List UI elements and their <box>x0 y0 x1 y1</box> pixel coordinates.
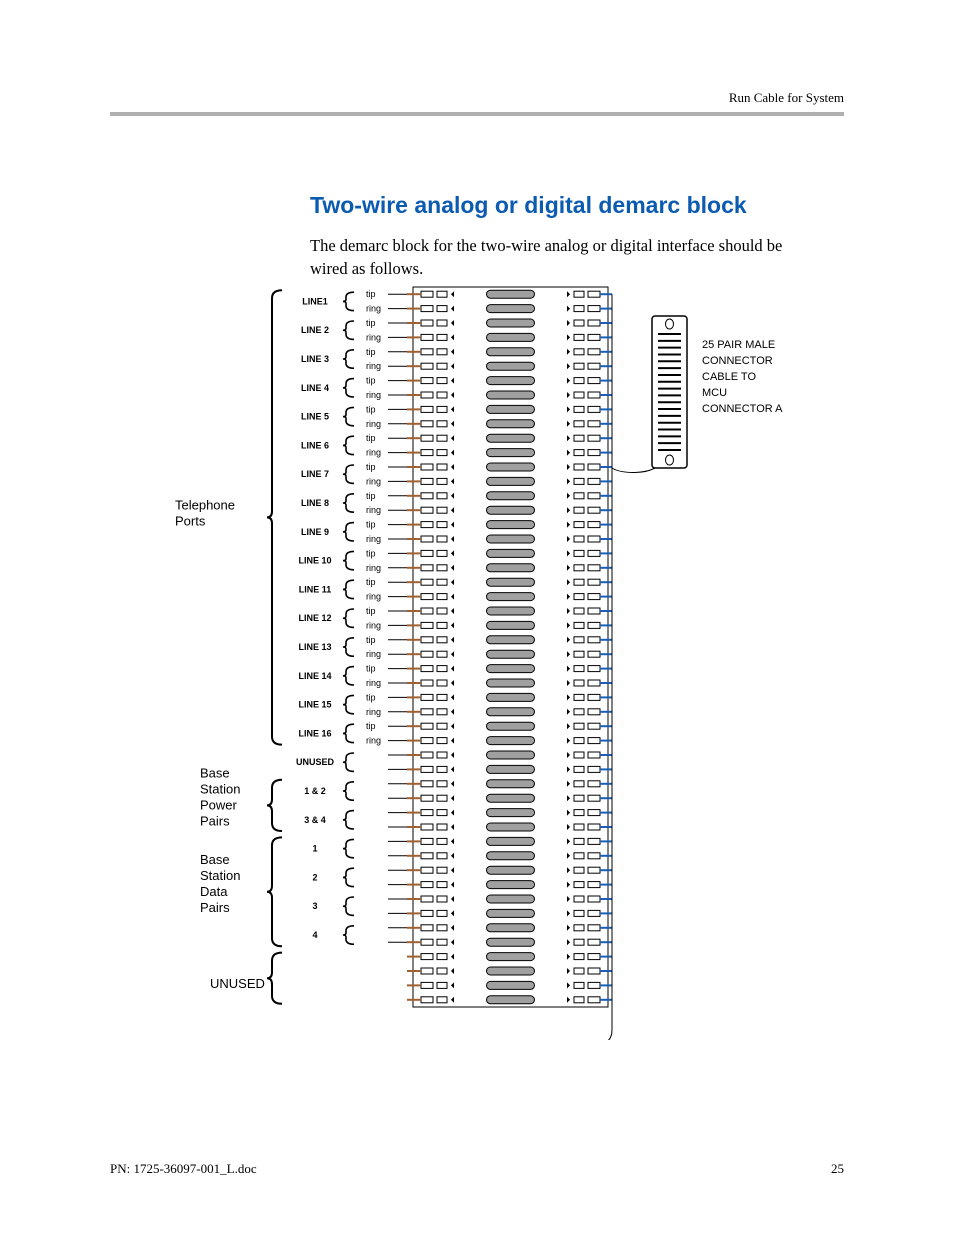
wiring-diagram: 25 PAIR MALE CONNECTOR CABLE TO MCU CONNECTO… <box>160 280 850 1040</box>
svg-text:ring: ring <box>366 620 381 630</box>
svg-text:ring: ring <box>366 332 381 342</box>
svg-text:tip: tip <box>366 577 376 587</box>
svg-text:tip: tip <box>366 347 376 357</box>
svg-text:1 & 2: 1 & 2 <box>304 786 326 796</box>
svg-text:ring: ring <box>366 390 381 400</box>
svg-text:Power: Power <box>200 797 238 812</box>
svg-text:2: 2 <box>312 872 317 882</box>
svg-text:Pairs: Pairs <box>200 813 230 828</box>
svg-text:LINE 15: LINE 15 <box>298 700 331 710</box>
svg-text:UNUSED: UNUSED <box>296 757 335 767</box>
page-header-right: Run Cable for System <box>729 90 844 106</box>
svg-text:tip: tip <box>366 635 376 645</box>
svg-text:ring: ring <box>366 563 381 573</box>
svg-text:LINE 7: LINE 7 <box>301 469 329 479</box>
page-footer-right: 25 <box>831 1161 844 1177</box>
svg-text:LINE 13: LINE 13 <box>298 642 331 652</box>
svg-text:Station: Station <box>200 868 240 883</box>
svg-text:Base: Base <box>200 765 230 780</box>
svg-text:CABLE TO: CABLE TO <box>702 371 756 383</box>
svg-text:3: 3 <box>312 901 317 911</box>
svg-text:tip: tip <box>366 433 376 443</box>
svg-text:CONNECTOR: CONNECTOR <box>702 355 773 367</box>
svg-text:LINE1: LINE1 <box>302 296 328 306</box>
svg-text:LINE 8: LINE 8 <box>301 498 329 508</box>
svg-text:LINE 11: LINE 11 <box>299 584 332 594</box>
svg-text:LINE 9: LINE 9 <box>301 527 329 537</box>
svg-text:ring: ring <box>366 361 381 371</box>
svg-text:tip: tip <box>366 376 376 386</box>
svg-text:ring: ring <box>366 678 381 688</box>
svg-text:LINE 3: LINE 3 <box>301 354 329 364</box>
svg-text:LINE 4: LINE 4 <box>301 383 329 393</box>
svg-text:ring: ring <box>366 592 381 602</box>
svg-text:Ports: Ports <box>175 513 206 528</box>
svg-text:ring: ring <box>366 304 381 314</box>
svg-text:LINE 14: LINE 14 <box>298 671 331 681</box>
svg-text:tip: tip <box>366 289 376 299</box>
svg-text:CONNECTOR A: CONNECTOR A <box>702 403 783 415</box>
svg-text:LINE 10: LINE 10 <box>298 556 331 566</box>
svg-text:LINE 2: LINE 2 <box>301 325 329 335</box>
section-title: Two-wire analog or digital demarc block <box>310 192 747 219</box>
svg-text:LINE 5: LINE 5 <box>301 412 329 422</box>
svg-text:LINE 6: LINE 6 <box>301 440 329 450</box>
svg-text:3 & 4: 3 & 4 <box>304 815 326 825</box>
svg-text:tip: tip <box>366 404 376 414</box>
svg-text:Telephone: Telephone <box>175 497 235 512</box>
svg-text:tip: tip <box>366 462 376 472</box>
svg-text:Pairs: Pairs <box>200 900 230 915</box>
svg-text:tip: tip <box>366 606 376 616</box>
svg-text:tip: tip <box>366 548 376 558</box>
svg-text:tip: tip <box>366 692 376 702</box>
svg-text:ring: ring <box>366 736 381 746</box>
svg-text:ring: ring <box>366 419 381 429</box>
svg-text:Station: Station <box>200 781 240 796</box>
svg-text:ring: ring <box>366 707 381 717</box>
svg-text:tip: tip <box>366 318 376 328</box>
page-footer-left: PN: 1725-36097-001_L.doc <box>110 1161 257 1177</box>
svg-text:ring: ring <box>366 448 381 458</box>
svg-text:ring: ring <box>366 534 381 544</box>
svg-text:tip: tip <box>366 664 376 674</box>
svg-text:tip: tip <box>366 491 376 501</box>
svg-text:ring: ring <box>366 649 381 659</box>
svg-text:25 PAIR MALE: 25 PAIR MALE <box>702 339 775 351</box>
svg-text:4: 4 <box>312 930 317 940</box>
svg-text:ring: ring <box>366 505 381 515</box>
svg-text:tip: tip <box>366 721 376 731</box>
svg-text:UNUSED: UNUSED <box>210 976 265 991</box>
svg-text:MCU: MCU <box>702 387 727 399</box>
svg-text:tip: tip <box>366 520 376 530</box>
svg-text:Data: Data <box>200 884 228 899</box>
header-rule <box>110 112 844 116</box>
svg-text:LINE 12: LINE 12 <box>298 613 331 623</box>
svg-text:ring: ring <box>366 476 381 486</box>
body-text: The demarc block for the two-wire analog… <box>310 234 784 280</box>
svg-text:LINE 16: LINE 16 <box>298 728 331 738</box>
svg-text:1: 1 <box>312 844 317 854</box>
svg-text:Base: Base <box>200 852 230 867</box>
